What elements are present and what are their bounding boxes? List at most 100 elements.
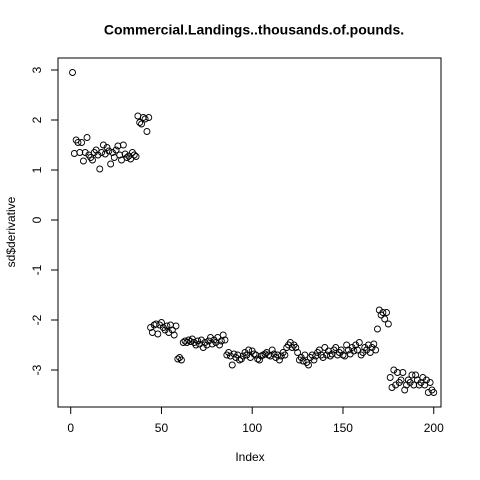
point [315, 346, 323, 354]
point [154, 330, 162, 338]
point [379, 309, 387, 316]
y-tick-label: -2 [30, 314, 44, 325]
point [348, 344, 356, 351]
point [406, 379, 414, 386]
point [214, 334, 222, 341]
point [96, 165, 104, 173]
point [228, 361, 236, 369]
point [299, 357, 307, 365]
point [121, 150, 129, 158]
point [107, 160, 115, 168]
point [430, 389, 438, 396]
point [139, 114, 147, 121]
point [270, 350, 278, 358]
x-tick-label: 200 [424, 421, 444, 435]
point [136, 119, 144, 126]
point [119, 141, 127, 149]
point [352, 341, 360, 349]
point [179, 339, 187, 346]
point [268, 346, 276, 354]
point [410, 381, 418, 389]
point [158, 319, 165, 326]
point [103, 144, 111, 151]
point [99, 141, 107, 149]
point [145, 114, 153, 121]
point [383, 309, 390, 316]
point [192, 341, 200, 349]
point [207, 334, 214, 341]
point [217, 337, 225, 345]
point [219, 331, 227, 339]
point [374, 325, 381, 333]
point [368, 344, 376, 351]
point [70, 150, 78, 157]
point [277, 352, 285, 360]
point [130, 151, 138, 159]
point [69, 69, 76, 76]
y-tick-label: 0 [30, 216, 44, 223]
point [98, 149, 106, 156]
point [118, 156, 125, 164]
point [337, 346, 345, 354]
point [208, 340, 216, 348]
point [417, 379, 425, 386]
point [426, 379, 434, 386]
point [147, 324, 155, 331]
point [138, 120, 145, 128]
point [301, 351, 309, 359]
y-tick-label: 1 [30, 166, 44, 173]
y-tick-label: 3 [30, 66, 44, 73]
point [397, 376, 405, 384]
point [109, 149, 116, 156]
point [381, 315, 389, 323]
point [392, 381, 400, 389]
point [216, 341, 223, 349]
point [123, 154, 131, 161]
point [92, 146, 100, 154]
point [257, 352, 265, 360]
point [83, 134, 91, 141]
point [165, 329, 173, 336]
point [319, 354, 327, 361]
point [372, 346, 380, 354]
x-axis-label: Index [235, 450, 264, 464]
x-tick-label: 0 [67, 421, 74, 435]
point [332, 344, 340, 351]
point [239, 352, 247, 360]
point [388, 384, 396, 391]
point [390, 366, 398, 374]
point [81, 149, 89, 156]
point [326, 352, 334, 360]
point [281, 351, 289, 359]
point [292, 344, 300, 351]
point [74, 139, 82, 146]
point [354, 346, 361, 354]
point [423, 376, 430, 384]
point [413, 376, 421, 384]
point [308, 351, 316, 359]
point [412, 371, 420, 379]
point [185, 336, 193, 344]
point [321, 344, 329, 351]
y-tick-label: -3 [30, 364, 44, 375]
point [243, 351, 251, 359]
point [161, 326, 169, 334]
point [370, 340, 378, 348]
point [78, 139, 86, 146]
point [94, 151, 102, 159]
point [143, 128, 151, 135]
point [386, 374, 394, 381]
point [170, 331, 178, 339]
point [141, 115, 149, 123]
point [310, 356, 318, 364]
point [245, 346, 253, 354]
point [343, 341, 351, 349]
point [197, 336, 205, 344]
x-tick-label: 100 [242, 421, 262, 435]
point [105, 147, 113, 155]
point [403, 381, 410, 389]
point [236, 356, 243, 364]
point [424, 389, 432, 396]
chart-title: Commercial.Landings..thousands.of.pounds… [104, 22, 404, 38]
